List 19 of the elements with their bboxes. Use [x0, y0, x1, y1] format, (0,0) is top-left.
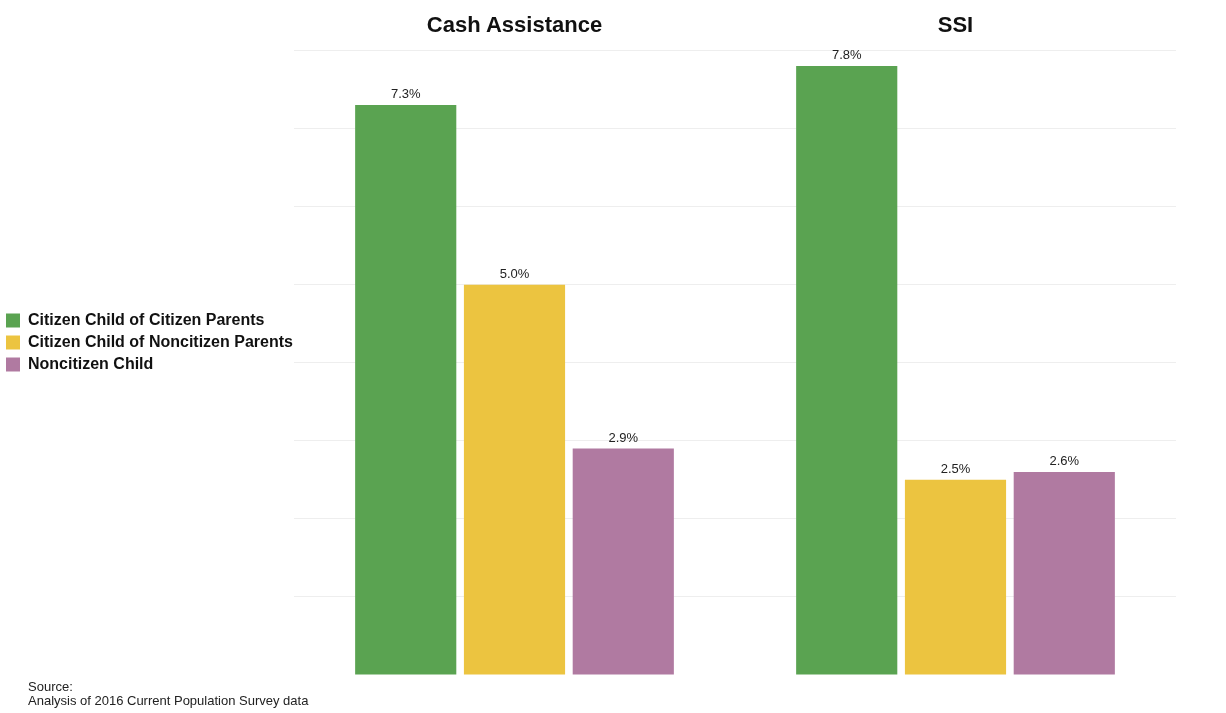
legend-label: Citizen Child of Noncitizen Parents [28, 332, 294, 350]
data-label: 2.5% [940, 460, 971, 476]
data-label: 7.3% [390, 86, 421, 102]
data-label: 7.8% [831, 47, 862, 63]
data-label: 2.6% [1049, 453, 1080, 469]
bar [463, 284, 566, 675]
x-tick-label: Cash Assistance [426, 12, 603, 38]
bar [904, 479, 1007, 675]
legend-label: Citizen Child of Citizen Parents [28, 310, 265, 328]
data-label: 5.0% [499, 265, 530, 281]
legend-label: Noncitizen Child [28, 354, 154, 372]
bar [572, 448, 674, 675]
bar [796, 66, 898, 675]
text: Analysis of 2016 Current Population Survey data [28, 693, 309, 708]
bar [355, 105, 457, 675]
bar [1013, 472, 1115, 675]
source-note: Source: [28, 679, 74, 694]
x-tick-label: SSI [937, 12, 974, 38]
data-label: 2.9% [608, 429, 639, 445]
